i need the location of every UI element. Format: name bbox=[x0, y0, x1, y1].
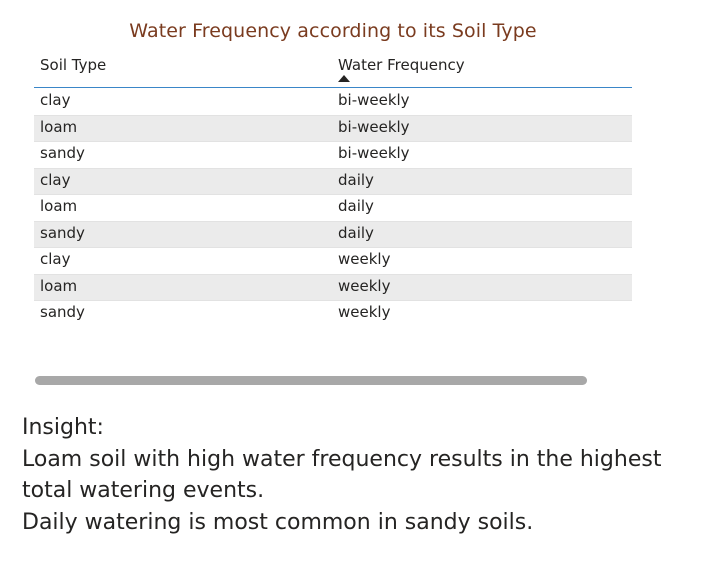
column-header-water-frequency[interactable]: Water Frequency bbox=[338, 56, 465, 74]
cell-soil-type: clay bbox=[40, 91, 71, 109]
insight-text-box: Insight: Loam soil with high water frequ… bbox=[22, 412, 702, 538]
insight-line: Loam soil with high water frequency resu… bbox=[22, 446, 662, 472]
cell-water-frequency: daily bbox=[338, 197, 374, 215]
cell-soil-type: loam bbox=[40, 277, 78, 295]
column-header-soil-type[interactable]: Soil Type bbox=[40, 56, 107, 74]
horizontal-scrollbar[interactable] bbox=[35, 376, 587, 385]
table-row[interactable]: loam weekly bbox=[34, 274, 632, 301]
insight-line: Daily watering is most common in sandy s… bbox=[22, 509, 534, 535]
cell-soil-type: sandy bbox=[40, 303, 85, 321]
table-body: clay bi-weekly loam bi-weekly sandy bi-w… bbox=[34, 89, 632, 327]
cell-water-frequency: weekly bbox=[338, 250, 391, 268]
cell-soil-type: sandy bbox=[40, 224, 85, 242]
table-row[interactable]: sandy bi-weekly bbox=[34, 142, 632, 168]
cell-water-frequency: bi-weekly bbox=[338, 144, 410, 162]
cell-water-frequency: bi-weekly bbox=[338, 118, 410, 136]
cell-soil-type: clay bbox=[40, 250, 71, 268]
cell-soil-type: loam bbox=[40, 118, 78, 136]
table-row[interactable]: clay daily bbox=[34, 168, 632, 195]
table-row[interactable]: sandy daily bbox=[34, 221, 632, 248]
table-row[interactable]: sandy weekly bbox=[34, 301, 632, 327]
table-row[interactable]: clay bi-weekly bbox=[34, 89, 632, 115]
cell-soil-type: clay bbox=[40, 171, 71, 189]
table-row[interactable]: clay weekly bbox=[34, 248, 632, 274]
cell-water-frequency: daily bbox=[338, 224, 374, 242]
insight-line: total watering events. bbox=[22, 478, 265, 503]
table-row[interactable]: loam daily bbox=[34, 195, 632, 221]
table-row[interactable]: loam bi-weekly bbox=[34, 115, 632, 142]
cell-water-frequency: daily bbox=[338, 171, 374, 189]
cell-water-frequency: bi-weekly bbox=[338, 91, 410, 109]
table-header: Soil Type Water Frequency bbox=[34, 54, 632, 88]
cell-soil-type: sandy bbox=[40, 144, 85, 162]
visual-title: Water Frequency according to its Soil Ty… bbox=[129, 20, 537, 42]
cell-soil-type: loam bbox=[40, 197, 78, 215]
cell-water-frequency: weekly bbox=[338, 303, 391, 321]
sort-ascending-icon[interactable] bbox=[338, 75, 350, 82]
insight-heading: Insight: bbox=[22, 415, 104, 440]
cell-water-frequency: weekly bbox=[338, 277, 391, 295]
table-visual: Water Frequency according to its Soil Ty… bbox=[34, 14, 632, 394]
